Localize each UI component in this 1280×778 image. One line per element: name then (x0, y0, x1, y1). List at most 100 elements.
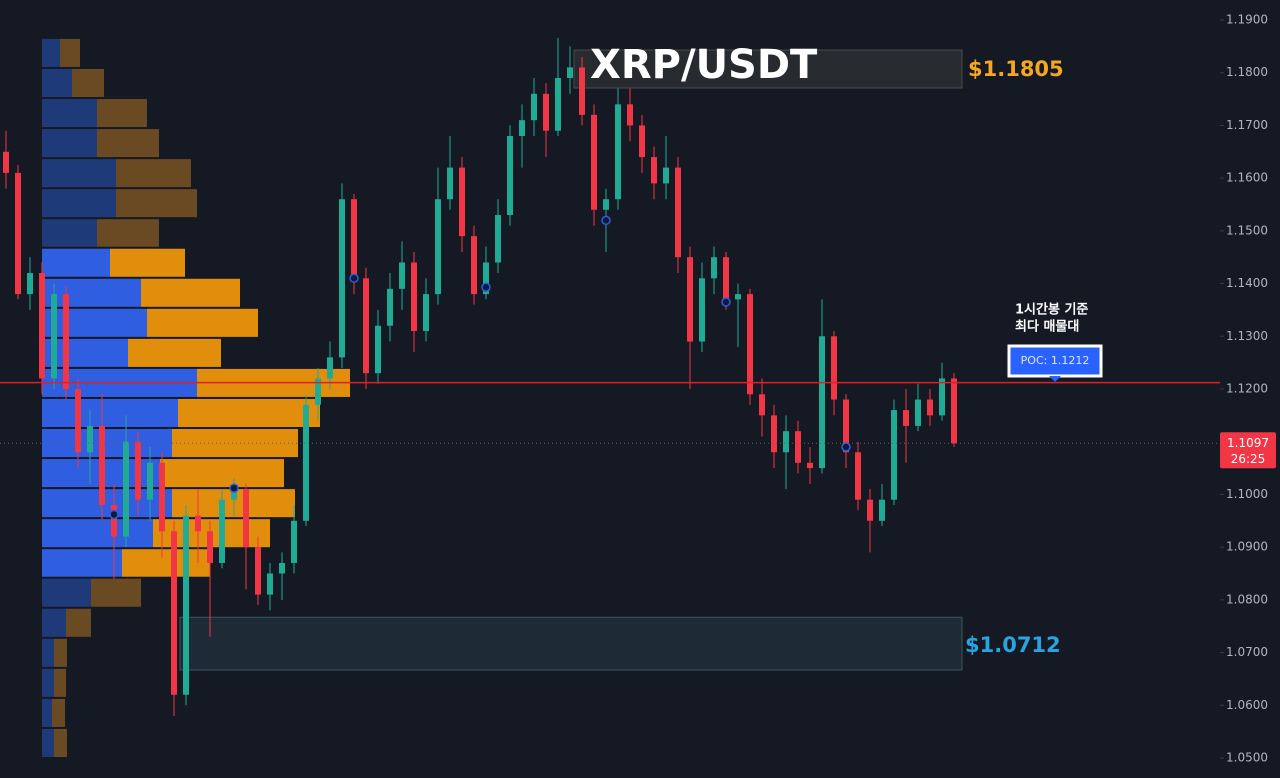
profile-sell (54, 668, 66, 697)
candle-body (243, 489, 249, 548)
candle-body (771, 415, 777, 453)
y-tick-label: 1.1500 (1226, 223, 1268, 237)
profile-sell (97, 99, 147, 128)
candle-body (387, 288, 393, 326)
signal (481, 282, 491, 293)
y-tick-label: 1.0800 (1226, 592, 1268, 606)
candle-body (303, 404, 309, 521)
candle-body (687, 257, 693, 342)
profile-sell (172, 429, 298, 458)
profile-sell (52, 698, 65, 727)
signal (109, 509, 119, 520)
overlays: POC: 1.1212 (0, 215, 1220, 520)
candle-body (159, 462, 165, 532)
candle-body (327, 357, 333, 379)
y-tick-label: 1.1800 (1226, 65, 1268, 79)
poc-label: POC: 1.1212 (1021, 354, 1090, 367)
candle-body (759, 394, 765, 416)
profile-buy (42, 398, 178, 428)
y-tick-label: 1.0700 (1226, 645, 1268, 659)
candle-body (279, 562, 285, 574)
candle-body (879, 499, 885, 521)
candle-body (699, 278, 705, 342)
candle-body (603, 199, 609, 210)
candle-body (183, 515, 189, 695)
candle-body (939, 378, 945, 416)
last-price-box (1220, 432, 1276, 469)
candle-body (951, 378, 957, 444)
profile-sell (116, 189, 197, 218)
y-tick-label: 1.1600 (1226, 171, 1268, 185)
candle-body (807, 462, 813, 469)
y-tick-label: 1.1900 (1226, 13, 1268, 27)
candle-body (507, 135, 513, 216)
profile-buy (42, 38, 60, 67)
candle-body (795, 431, 801, 463)
profile-sell (54, 638, 67, 667)
profile-buy (42, 668, 54, 697)
candle-body (315, 378, 321, 405)
price-axis (1220, 0, 1280, 778)
y-tick-label: 1.1300 (1226, 329, 1268, 343)
candle-body (447, 167, 453, 200)
profile-sell (97, 219, 159, 247)
profile-buy (42, 248, 110, 277)
last-price-label: 1.1097 (1227, 436, 1269, 450)
profile-buy (42, 308, 147, 337)
candle-body (87, 425, 93, 453)
candle-body (123, 441, 129, 537)
candle-body (375, 325, 381, 374)
candle-body (819, 336, 825, 469)
y-tick-label: 1.1700 (1226, 118, 1268, 132)
candle-body (135, 441, 141, 500)
profile-buy (42, 99, 97, 128)
candle-body (195, 515, 201, 532)
candle-body (711, 257, 717, 279)
profile-buy (42, 608, 66, 637)
candle-body (423, 294, 429, 332)
profile-buy (42, 519, 153, 548)
candle-body (207, 531, 213, 563)
profile-buy (42, 638, 54, 667)
candle-body (555, 77, 561, 131)
candle-body (591, 114, 597, 210)
profile-sell (97, 129, 159, 158)
profile-buy (42, 728, 54, 757)
candle-body (567, 67, 573, 78)
candle-body (531, 93, 537, 121)
candle-body (51, 294, 57, 379)
profile-buy (42, 159, 116, 188)
y-tick-label: 1.0500 (1226, 751, 1268, 765)
profile-sell (160, 459, 284, 488)
candle-body (471, 236, 477, 295)
y-tick-label: 1.0900 (1226, 540, 1268, 554)
candle-body (147, 462, 153, 500)
signal (601, 215, 611, 226)
candle-body (579, 67, 585, 115)
profile-sell (147, 308, 258, 337)
y-tick-label: 1.1200 (1226, 382, 1268, 396)
signal (841, 442, 851, 452)
candle-body (627, 104, 633, 126)
candle-body (543, 93, 549, 131)
profile-sell (91, 578, 141, 607)
candle-body (843, 399, 849, 453)
profile-sell (66, 608, 91, 637)
profile-buy (42, 578, 91, 607)
candle-body (111, 504, 117, 537)
profile-buy (42, 219, 97, 247)
candle-body (663, 167, 669, 184)
candle-body (519, 120, 525, 136)
poc-note: 1시간봉 기준 (1015, 302, 1088, 318)
signal (721, 297, 731, 307)
profile-buy (42, 278, 141, 307)
candle-body (783, 431, 789, 453)
chart-title: XRP/USDT (590, 42, 818, 88)
candle-body (231, 489, 237, 500)
candle-body (639, 125, 645, 158)
candle-body (399, 262, 405, 289)
candle-body (171, 531, 177, 695)
profile-buy (42, 129, 97, 158)
